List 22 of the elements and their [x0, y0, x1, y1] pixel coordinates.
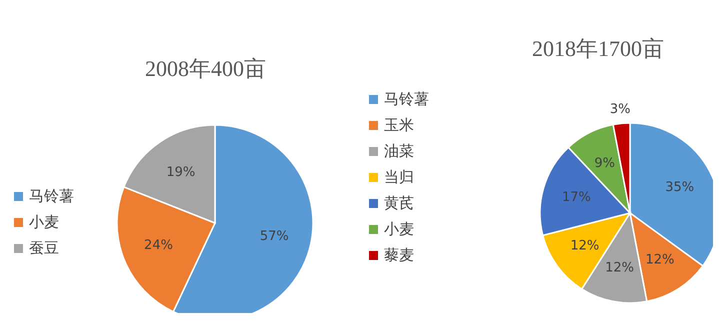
legend-label: 小麦 [29, 212, 59, 233]
legend-label: 蚕豆 [29, 238, 59, 259]
data-label: 57% [260, 228, 289, 244]
data-label: 12% [570, 238, 600, 254]
data-label: 9% [594, 156, 615, 171]
data-label: 19% [166, 165, 196, 180]
data-label: 12% [645, 252, 674, 268]
legend-label: 油菜 [384, 141, 414, 162]
legend-label: 马铃薯 [384, 89, 429, 110]
data-label: 12% [605, 260, 634, 276]
legend-label: 玉米 [384, 115, 414, 136]
chart-title: 2018年1700亩 [531, 35, 665, 63]
legend-label: 当归 [384, 167, 414, 188]
data-label: 17% [562, 190, 591, 205]
legend-label: 黄芪 [384, 193, 414, 214]
data-label: 35% [665, 180, 694, 196]
legend-label: 藜麦 [384, 245, 414, 266]
legend-label: 马铃薯 [29, 186, 74, 207]
legend-label: 小麦 [384, 219, 414, 240]
data-label: 3% [610, 102, 631, 117]
data-label: 24% [144, 238, 173, 253]
chart-title: 2008年400亩 [144, 55, 267, 83]
